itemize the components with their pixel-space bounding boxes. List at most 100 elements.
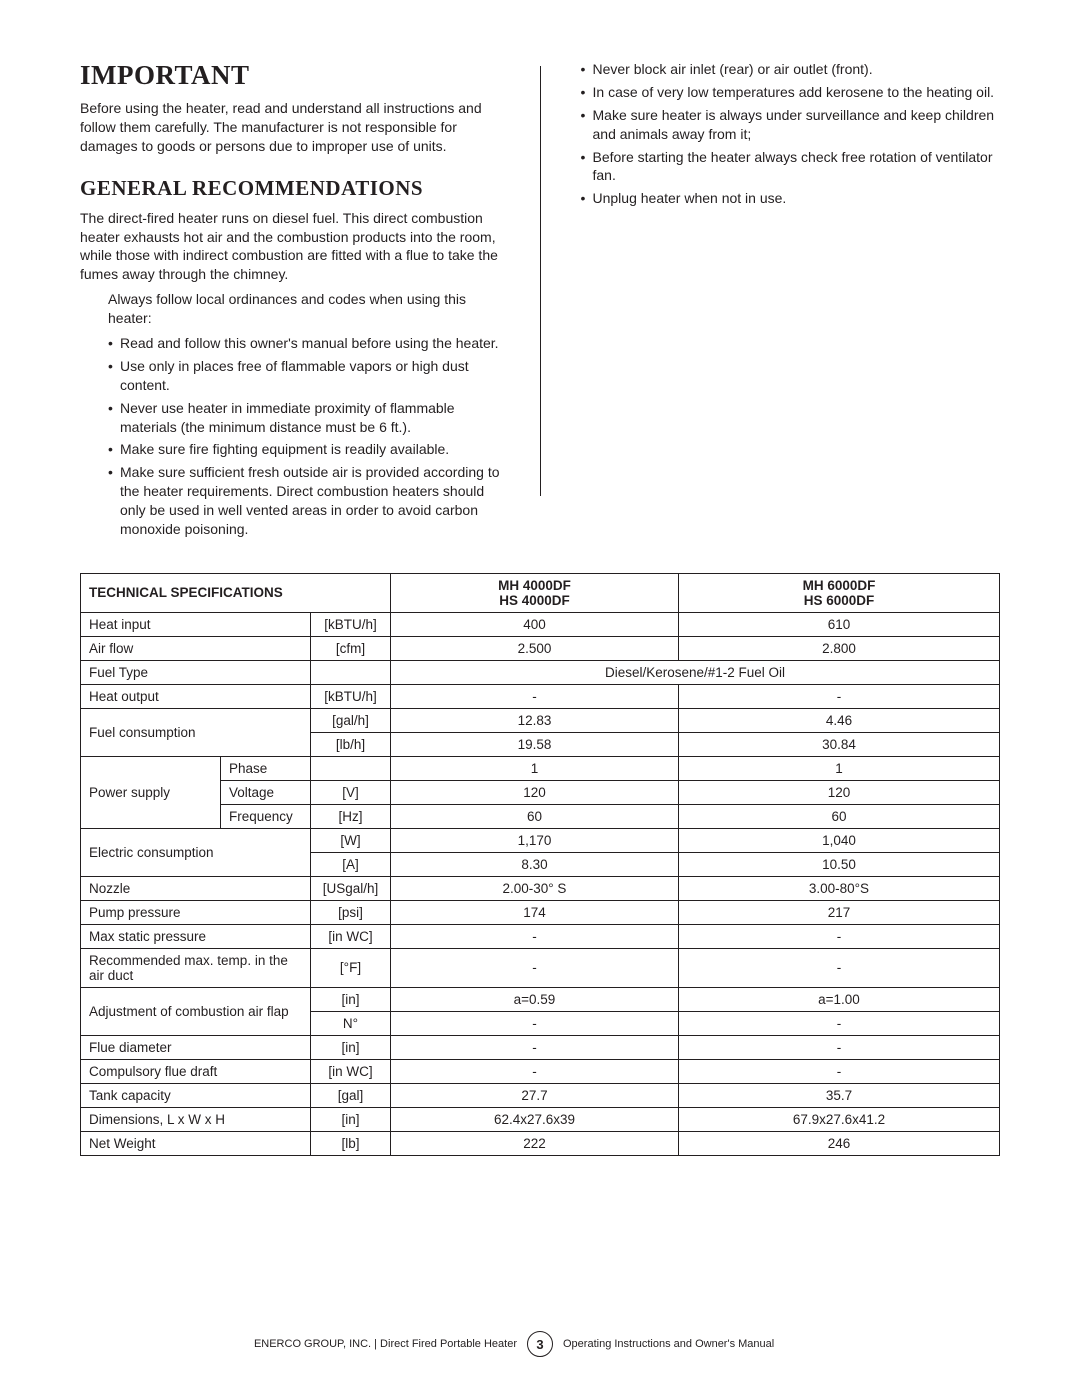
- row-label: Power supply: [81, 756, 221, 828]
- list-item: In case of very low temperatures add ker…: [581, 83, 1001, 102]
- spec-title: TECHNICAL SPECIFICATIONS: [81, 573, 391, 612]
- genrec-body: The direct-fired heater runs on diesel f…: [80, 209, 510, 285]
- row-unit: [in]: [311, 1107, 391, 1131]
- heading-general-recommendations: General Recommendations: [80, 176, 510, 201]
- row-unit: [V]: [311, 780, 391, 804]
- spec-model2: MH 6000DF HS 6000DF: [678, 573, 999, 612]
- list-item: Never use heater in immediate proximity …: [108, 399, 510, 437]
- row-val: 3.00-80°S: [678, 876, 999, 900]
- row-val: 120: [678, 780, 999, 804]
- row-val: -: [391, 684, 679, 708]
- row-val: 8.30: [391, 852, 679, 876]
- model1-line2: HS 4000DF: [399, 593, 670, 608]
- row-val: -: [391, 948, 679, 987]
- row-val: a=1.00: [678, 987, 999, 1011]
- list-item: Read and follow this owner's manual befo…: [108, 334, 510, 353]
- row-label: Tank capacity: [81, 1083, 311, 1107]
- row-label: Flue diameter: [81, 1035, 311, 1059]
- row-label: Fuel Type: [81, 660, 311, 684]
- row-val: -: [391, 1011, 679, 1035]
- row-unit: [311, 756, 391, 780]
- heading-important: Important: [80, 60, 510, 91]
- row-unit: [kBTU/h]: [311, 684, 391, 708]
- row-unit: [W]: [311, 828, 391, 852]
- row-unit: [in]: [311, 987, 391, 1011]
- row-val: 60: [391, 804, 679, 828]
- row-val: 1,040: [678, 828, 999, 852]
- row-unit: [lb/h]: [311, 732, 391, 756]
- row-val: Diesel/Kerosene/#1-2 Fuel Oil: [391, 660, 1000, 684]
- row-unit: [in WC]: [311, 1059, 391, 1083]
- row-val: 67.9x27.6x41.2: [678, 1107, 999, 1131]
- row-unit: [USgal/h]: [311, 876, 391, 900]
- row-label: Adjustment of combustion air flap: [81, 987, 311, 1035]
- row-val: 1,170: [391, 828, 679, 852]
- row-sublabel: Frequency: [221, 804, 311, 828]
- row-val: 12.83: [391, 708, 679, 732]
- row-val: 27.7: [391, 1083, 679, 1107]
- row-val: 1: [678, 756, 999, 780]
- row-val: 10.50: [678, 852, 999, 876]
- row-val: -: [391, 1035, 679, 1059]
- model1-line1: MH 4000DF: [399, 578, 670, 593]
- spec-model1: MH 4000DF HS 4000DF: [391, 573, 679, 612]
- row-val: 2.800: [678, 636, 999, 660]
- row-label: Nozzle: [81, 876, 311, 900]
- row-unit: [gal]: [311, 1083, 391, 1107]
- row-unit: [in]: [311, 1035, 391, 1059]
- row-val: 62.4x27.6x39: [391, 1107, 679, 1131]
- row-val: -: [678, 924, 999, 948]
- genrec-intro: Always follow local ordinances and codes…: [80, 290, 510, 328]
- row-val: 217: [678, 900, 999, 924]
- row-val: a=0.59: [391, 987, 679, 1011]
- page-footer: ENERCO GROUP, INC. | Direct Fired Portab…: [0, 1331, 1080, 1357]
- row-unit: [gal/h]: [311, 708, 391, 732]
- row-label: Max static pressure: [81, 924, 311, 948]
- row-val: -: [678, 948, 999, 987]
- row-val: 2.00-30° S: [391, 876, 679, 900]
- row-val: 1: [391, 756, 679, 780]
- row-val: 610: [678, 612, 999, 636]
- row-label: Dimensions, L x W x H: [81, 1107, 311, 1131]
- row-sublabel: Phase: [221, 756, 311, 780]
- page-number: 3: [527, 1331, 553, 1357]
- row-val: -: [391, 1059, 679, 1083]
- row-label: Pump pressure: [81, 900, 311, 924]
- row-val: 4.46: [678, 708, 999, 732]
- model2-line1: MH 6000DF: [687, 578, 991, 593]
- row-label: Fuel consumption: [81, 708, 311, 756]
- row-label: Net Weight: [81, 1131, 311, 1155]
- right-bullet-list: Never block air inlet (rear) or air outl…: [571, 60, 1001, 208]
- row-val: -: [678, 1035, 999, 1059]
- row-unit: [kBTU/h]: [311, 612, 391, 636]
- row-unit: [psi]: [311, 900, 391, 924]
- row-unit: [cfm]: [311, 636, 391, 660]
- row-unit: [°F]: [311, 948, 391, 987]
- row-val: 19.58: [391, 732, 679, 756]
- row-label: Heat input: [81, 612, 311, 636]
- row-label: Heat output: [81, 684, 311, 708]
- important-body: Before using the heater, read and unders…: [80, 99, 510, 156]
- row-unit: [in WC]: [311, 924, 391, 948]
- row-val: 60: [678, 804, 999, 828]
- list-item: Make sure heater is always under surveil…: [581, 106, 1001, 144]
- row-val: 246: [678, 1131, 999, 1155]
- technical-specifications-table: TECHNICAL SPECIFICATIONS MH 4000DF HS 40…: [80, 573, 1000, 1156]
- row-unit: N°: [311, 1011, 391, 1035]
- row-unit: [311, 660, 391, 684]
- row-label: Recommended max. temp. in the air duct: [81, 948, 311, 987]
- row-label: Compulsory flue draft: [81, 1059, 311, 1083]
- row-val: 2.500: [391, 636, 679, 660]
- row-val: 30.84: [678, 732, 999, 756]
- list-item: Unplug heater when not in use.: [581, 189, 1001, 208]
- row-val: -: [678, 1011, 999, 1035]
- list-item: Before starting the heater always check …: [581, 148, 1001, 186]
- row-unit: [Hz]: [311, 804, 391, 828]
- row-val: -: [391, 924, 679, 948]
- row-val: 174: [391, 900, 679, 924]
- row-val: -: [678, 684, 999, 708]
- row-sublabel: Voltage: [221, 780, 311, 804]
- row-unit: [A]: [311, 852, 391, 876]
- footer-right: Operating Instructions and Owner's Manua…: [563, 1338, 943, 1350]
- column-divider: [540, 66, 541, 496]
